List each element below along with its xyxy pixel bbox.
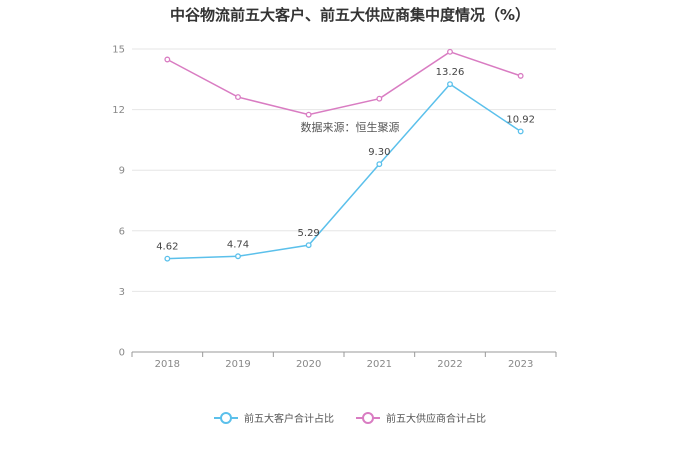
data-label: 10.92 (506, 114, 535, 125)
series-line (166, 50, 521, 116)
legend-item[interactable]: 前五大客户合计占比 (214, 410, 334, 425)
data-point (164, 56, 171, 63)
legend-item[interactable]: 前五大供应商合计占比 (356, 410, 486, 425)
y-tick-label: 0 (119, 348, 125, 359)
data-point (235, 94, 241, 101)
legend-label: 前五大供应商合计占比 (386, 414, 486, 425)
legend: 前五大客户合计占比 前五大供应商合计占比 (0, 410, 700, 425)
series-2 (164, 48, 524, 118)
data-point (305, 242, 312, 249)
data-label: 4.62 (156, 242, 178, 253)
data-point (447, 48, 453, 55)
x-tick-label: 2019 (225, 359, 250, 370)
series-line (167, 83, 522, 260)
x-tick-label: 2020 (296, 359, 321, 370)
data-point (447, 81, 453, 88)
legend-marker-icon (356, 411, 380, 424)
y-tick-label: 9 (119, 166, 125, 177)
y-axis: 0 3 6 9 12 15 (112, 45, 125, 359)
x-tick-label: 2021 (367, 359, 392, 370)
data-label: 13.26 (436, 67, 465, 78)
data-point (235, 253, 241, 260)
source-annotation: 数据来源：恒生聚源 (301, 120, 400, 134)
x-axis: 2018 2019 2020 2021 2022 2023 (131, 351, 557, 370)
data-point (164, 255, 171, 262)
data-point (376, 95, 383, 102)
x-tick-label: 2022 (437, 359, 462, 370)
x-tick-label: 2018 (155, 359, 180, 370)
series-1: 4.62 4.74 5.29 9.30 13.26 10.92 (156, 67, 535, 262)
data-label: 5.29 (298, 228, 320, 239)
series-layer: 4.62 4.74 5.29 9.30 13.26 10.92 (156, 48, 535, 262)
data-point (517, 72, 524, 79)
data-label: 9.30 (368, 147, 390, 158)
legend-label: 前五大客户合计占比 (244, 414, 334, 425)
y-tick-label: 15 (112, 45, 125, 56)
data-label: 4.74 (227, 239, 249, 250)
data-point (517, 128, 524, 135)
data-point (376, 161, 383, 168)
y-tick-label: 12 (112, 105, 125, 116)
chart-title: 中谷物流前五大客户、前五大供应商集中度情况（%） (169, 6, 531, 24)
legend-marker-icon (214, 411, 238, 424)
y-tick-label: 3 (119, 287, 125, 298)
x-tick-label: 2023 (508, 359, 533, 370)
data-point (305, 111, 312, 118)
y-tick-label: 6 (119, 226, 125, 237)
gridlines (132, 48, 556, 292)
